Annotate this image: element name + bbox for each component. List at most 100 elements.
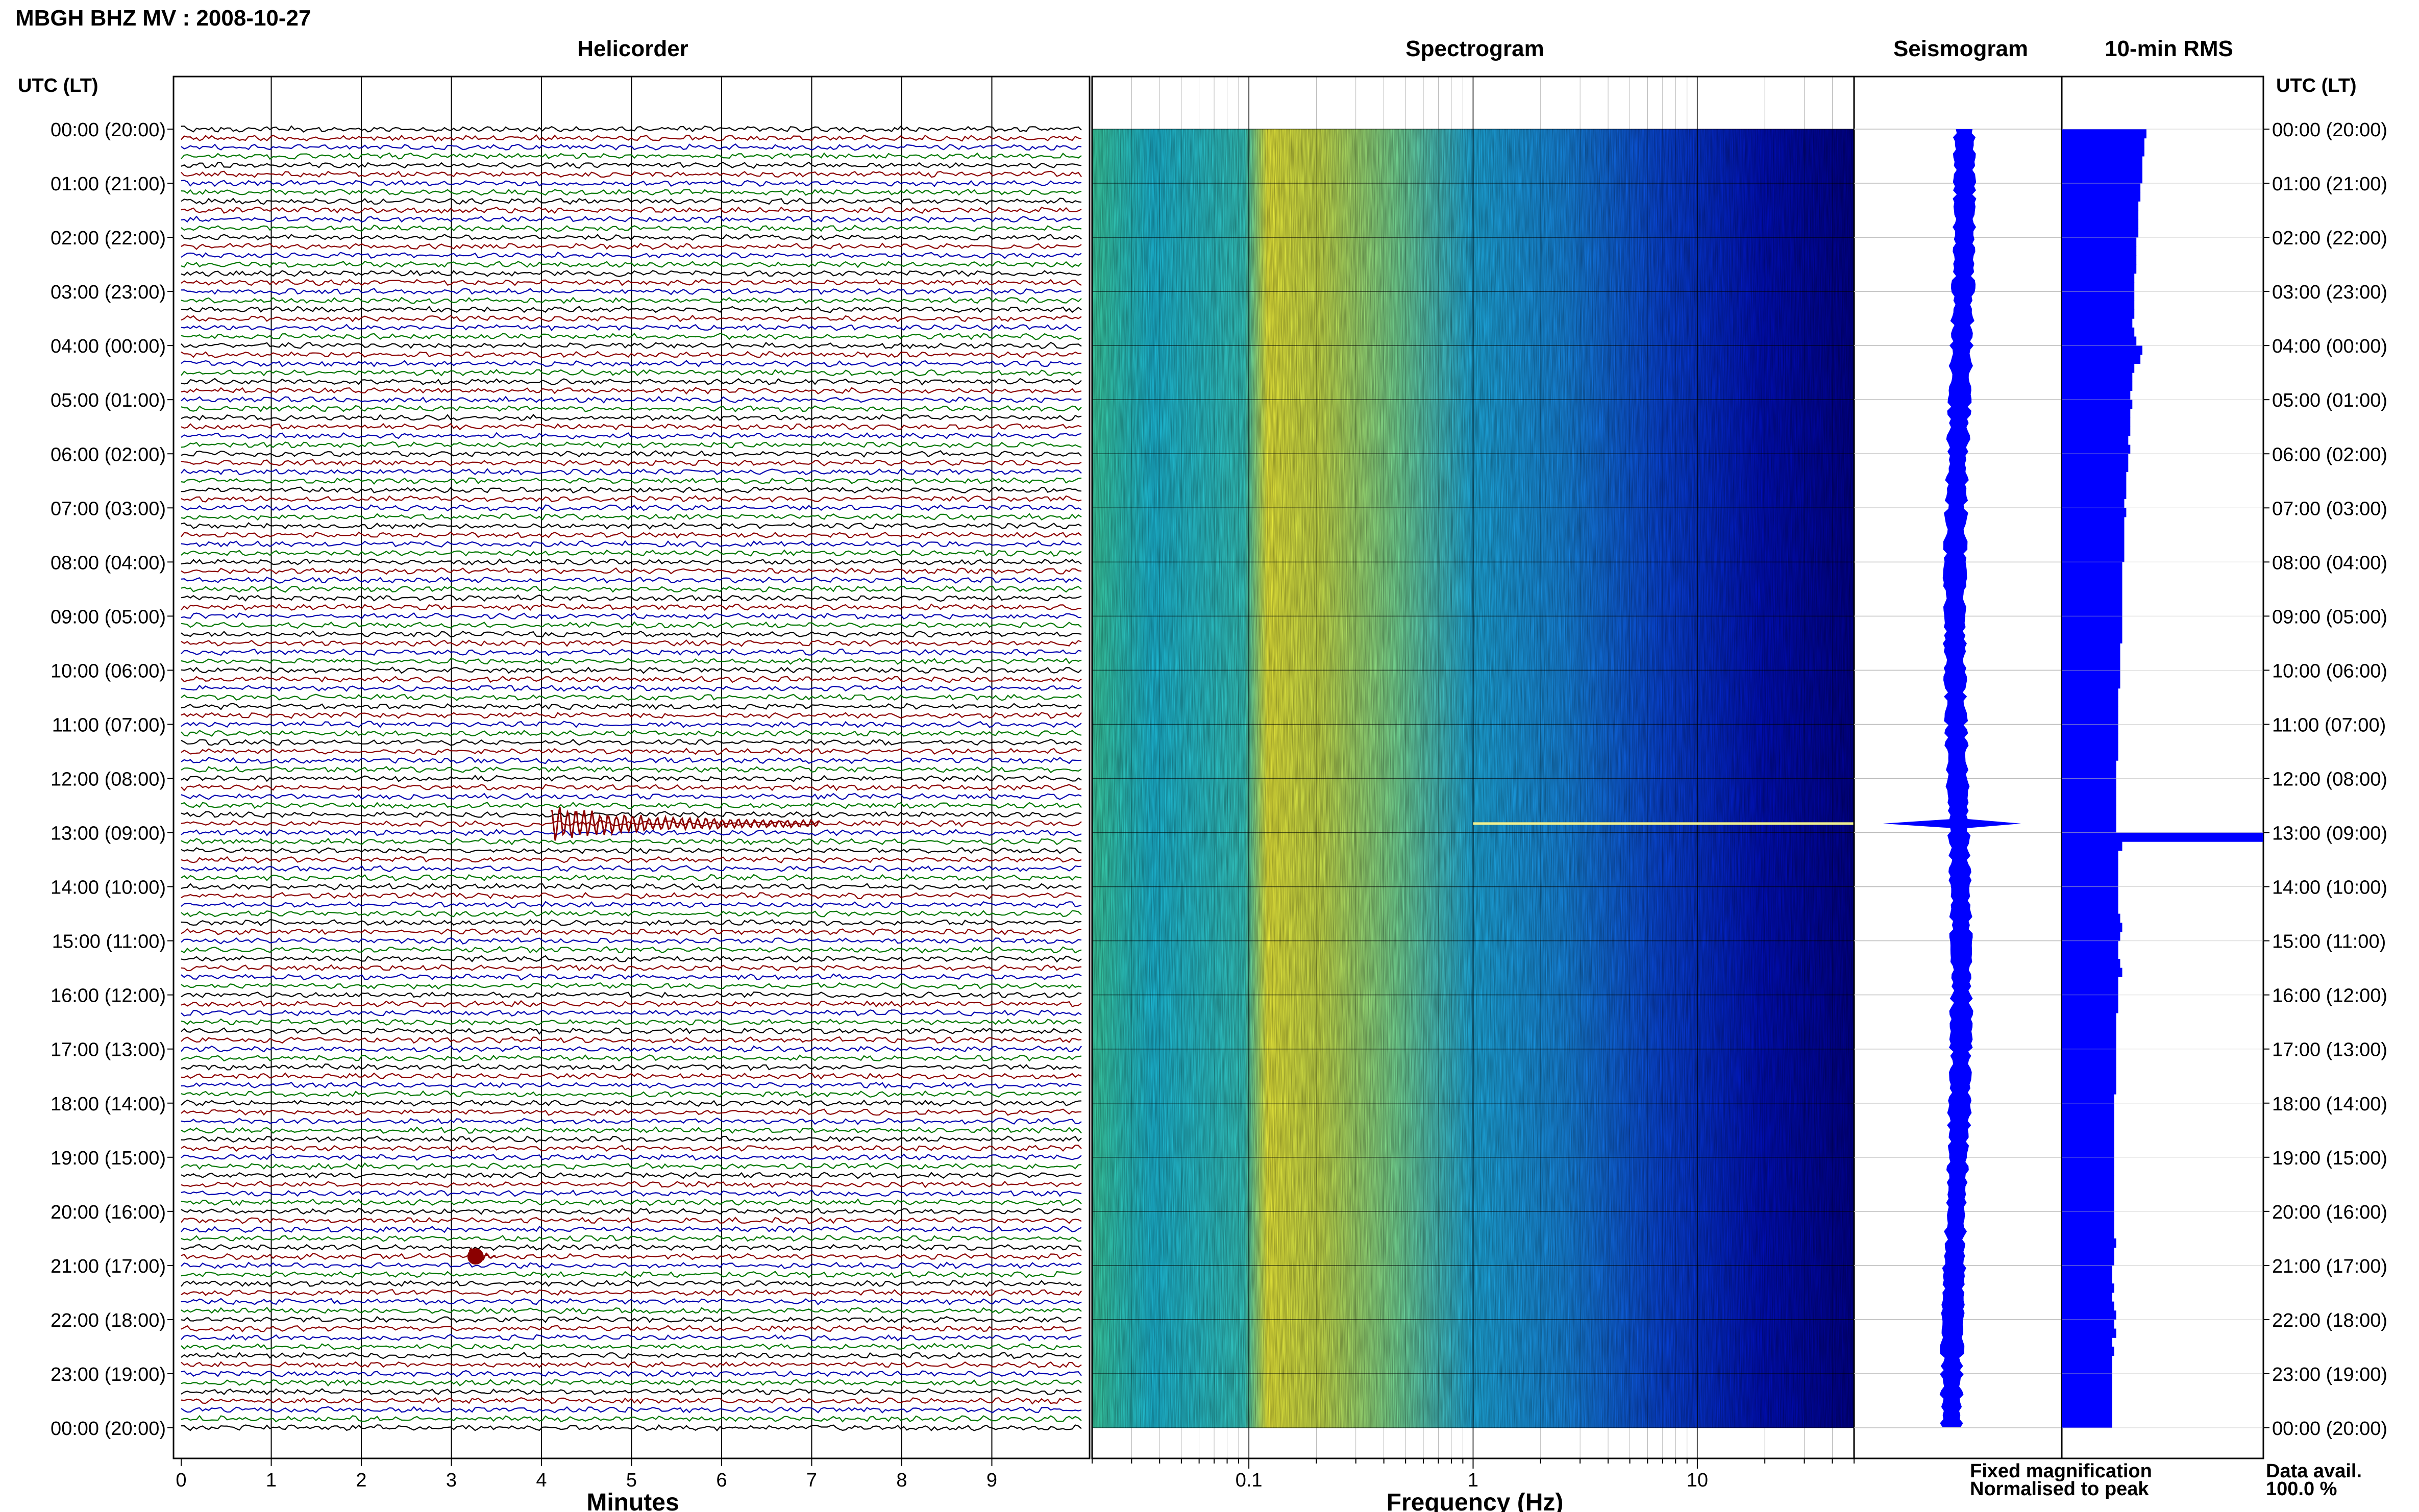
helicorder-trace: [181, 423, 1082, 431]
row-label-right: 19:00 (15:00): [2272, 1148, 2387, 1169]
rms-bar: [2062, 706, 2118, 716]
helicorder-trace: [181, 1306, 1082, 1315]
helicorder-trace: [181, 405, 1082, 413]
normalised-to-peak-label: Normalised to peak: [1970, 1478, 2149, 1500]
row-label-right: 00:00 (20:00): [2272, 1418, 2387, 1440]
rms-bar: [2062, 1247, 2114, 1257]
helicorder-trace: [181, 387, 1082, 395]
row-label-right: 02:00 (22:00): [2272, 228, 2387, 249]
rms-bar: [2062, 147, 2144, 157]
helicorder-trace: [181, 296, 1082, 304]
helicorder-trace: [181, 1189, 1082, 1197]
rms-bar: [2062, 427, 2131, 436]
rms-bar: [2062, 408, 2131, 418]
helicorder-trace: [181, 261, 1082, 268]
helicorder-trace: [181, 883, 1082, 890]
helicorder-trace: [181, 333, 1082, 340]
rms-bar: [2062, 526, 2125, 535]
data-avail-label: Data avail.: [2266, 1460, 2362, 1482]
helicorder-trace: [181, 1316, 1082, 1323]
rms-bar: [2062, 877, 2118, 887]
rms-bar: [2062, 1022, 2116, 1031]
row-label-right: 22:00 (18:00): [2272, 1310, 2387, 1331]
helicorder-trace: [181, 1036, 1082, 1044]
rms-bar: [2062, 841, 2122, 851]
helicorder-trace: [181, 170, 1082, 178]
rms-bar: [2062, 1202, 2114, 1212]
spectrogram-xtick-label: 1: [1468, 1470, 1478, 1491]
rms-bar: [2062, 995, 2118, 1004]
row-label-right: 13:00 (09:00): [2272, 823, 2387, 845]
helicorder-trace: [181, 513, 1082, 521]
rms-bar: [2062, 1184, 2114, 1194]
rms-bar: [2062, 787, 2116, 797]
rms-bar: [2062, 778, 2116, 788]
seismogram-title: Seismogram: [1893, 36, 2028, 61]
row-label-left: 07:00 (03:00): [51, 498, 166, 519]
rms-bar: [2062, 156, 2142, 166]
helicorder-trace: [181, 937, 1082, 945]
row-label-right: 01:00 (21:00): [2272, 173, 2387, 195]
helicorder-trace: [181, 395, 1082, 404]
row-label-left: 01:00 (21:00): [51, 173, 166, 195]
helicorder-trace: [181, 1126, 1082, 1134]
rms-bar: [2062, 1220, 2114, 1230]
rms-bar: [2062, 300, 2135, 310]
helicorder-trace: [181, 1415, 1082, 1423]
rms-bar: [2062, 589, 2122, 599]
row-label-left: 09:00 (05:00): [51, 606, 166, 628]
helicorder-trace: [181, 1135, 1082, 1143]
rms-bar: [2062, 165, 2142, 175]
row-label-right: 07:00 (03:00): [2272, 498, 2387, 519]
rms-bar: [2062, 805, 2116, 815]
helicorder-trace: [181, 792, 1082, 800]
row-label-right: 00:00 (20:00): [2272, 119, 2387, 141]
helicorder-trace: [181, 1153, 1082, 1161]
rms-bar: [2062, 381, 2133, 391]
rms-bar: [2062, 715, 2118, 725]
rms-bar: [2062, 959, 2120, 969]
helicorder-trace: [181, 901, 1082, 909]
helicorder-trace: [181, 756, 1082, 764]
rms-bar: [2062, 228, 2139, 238]
helicorder-xtick-label: 4: [536, 1470, 547, 1491]
helicorder-trace: [181, 964, 1082, 972]
rms-bar: [2062, 1419, 2112, 1428]
helicorder-trace: [181, 648, 1082, 656]
helicorder-trace: [181, 252, 1082, 259]
rms-bar: [2062, 1193, 2114, 1203]
helicorder-trace: [181, 992, 1082, 999]
helicorder-trace: [181, 540, 1082, 548]
rms-bar: [2062, 1175, 2114, 1185]
helicorder-trace: [181, 1234, 1082, 1242]
helicorder-trace: [181, 341, 1082, 350]
rms-bar: [2062, 625, 2122, 635]
rms-bar: [2062, 733, 2118, 743]
row-label-right: 10:00 (06:00): [2272, 660, 2387, 682]
helicorder-trace: [181, 188, 1082, 196]
helicorder-trace: [181, 125, 1082, 133]
rms-bar: [2062, 390, 2131, 400]
row-label-left: 18:00 (14:00): [51, 1094, 166, 1115]
helicorder-trace: [181, 288, 1082, 295]
rms-bar: [2062, 129, 2146, 139]
helicorder-trace: [181, 1370, 1082, 1378]
helicorder-trace: [181, 368, 1082, 377]
rms-bar: [2062, 1040, 2116, 1050]
rms-bar: [2062, 1004, 2118, 1013]
rms-bar: [2062, 1265, 2112, 1275]
helicorder-trace: [181, 567, 1082, 575]
helicorder-xtick-label: 1: [266, 1470, 277, 1491]
rms-bar: [2062, 327, 2135, 337]
rms-bar: [2062, 607, 2122, 616]
rms-bar: [2062, 634, 2122, 643]
rms-bar: [2062, 1211, 2114, 1221]
helicorder-trace: [181, 874, 1082, 882]
helicorder-trace: [181, 1397, 1082, 1405]
rms-bar: [2062, 1292, 2112, 1302]
helicorder-trace: [181, 180, 1082, 187]
helicorder-trace: [181, 1090, 1082, 1098]
rms-title: 10-min RMS: [2105, 36, 2233, 61]
helicorder-trace: [181, 441, 1082, 449]
rms-bar: [2062, 454, 2129, 463]
